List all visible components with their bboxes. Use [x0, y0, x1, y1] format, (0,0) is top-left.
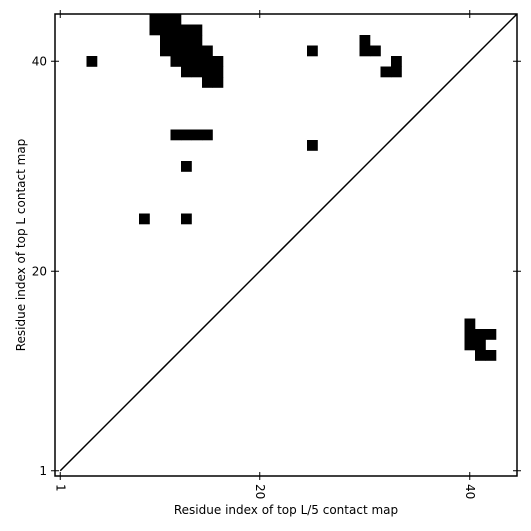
- y-tick-label: 20: [32, 264, 47, 278]
- x-axis-label: Residue index of top L/5 contact map: [174, 503, 398, 517]
- contact-cell: [202, 56, 213, 67]
- contact-cell: [191, 24, 203, 36]
- contact-cell: [485, 350, 497, 361]
- y-axis-label: Residue index of top L contact map: [14, 139, 28, 352]
- contact-cell: [170, 14, 182, 25]
- contact-cell: [212, 56, 224, 67]
- contact-cell: [191, 66, 203, 78]
- x-tick-label: 40: [463, 484, 477, 499]
- contact-cell: [391, 56, 402, 67]
- contact-cell: [139, 213, 150, 225]
- contact-cell: [359, 35, 371, 46]
- contact-cell: [170, 45, 182, 57]
- contact-cell: [191, 129, 203, 141]
- contact-cell: [170, 129, 182, 141]
- contact-cell: [170, 24, 182, 36]
- contact-cell: [149, 24, 161, 36]
- contact-cell: [160, 35, 171, 46]
- y-tick-label: 40: [32, 54, 47, 68]
- contact-cell: [160, 45, 171, 57]
- contact-cell: [307, 45, 318, 57]
- contact-cell: [370, 45, 381, 57]
- contact-cell: [380, 66, 392, 78]
- contact-cell: [170, 35, 182, 46]
- contact-cell: [359, 45, 371, 57]
- contact-cell: [307, 140, 318, 151]
- contact-cell: [475, 329, 486, 340]
- diagonal-line: [59, 13, 518, 472]
- contact-cell: [181, 161, 192, 172]
- contact-cell: [181, 24, 192, 36]
- contact-cell: [202, 129, 213, 141]
- contact-cell: [160, 24, 171, 36]
- contact-cell: [202, 77, 213, 88]
- contact-cell: [464, 329, 476, 340]
- contact-cell: [202, 66, 213, 78]
- contact-cell: [160, 14, 171, 25]
- contact-cell: [170, 56, 182, 67]
- contact-cell: [181, 129, 192, 141]
- contact-cell: [181, 35, 192, 46]
- contact-cell: [181, 66, 192, 78]
- contact-cell: [464, 318, 476, 330]
- contact-cell: [212, 77, 224, 88]
- contact-cell: [86, 56, 98, 67]
- contact-cell: [464, 339, 476, 351]
- x-tick-label: 20: [253, 484, 267, 499]
- contact-cell: [391, 66, 402, 78]
- y-tick-label: 1: [39, 464, 47, 478]
- contact-cell: [212, 66, 224, 78]
- x-tick-label: 1: [53, 484, 67, 492]
- contact-cell: [485, 329, 497, 340]
- contact-cell: [191, 45, 203, 57]
- contact-cell: [149, 14, 161, 25]
- contact-cell: [191, 56, 203, 67]
- contact-cell: [475, 339, 486, 351]
- contact-cell: [191, 35, 203, 46]
- contact-cell: [181, 45, 192, 57]
- contact-cell: [475, 350, 486, 361]
- plot-frame: [54, 13, 518, 477]
- contact-cell: [181, 56, 192, 67]
- contact-cell: [202, 45, 213, 57]
- contact-cell: [181, 213, 192, 225]
